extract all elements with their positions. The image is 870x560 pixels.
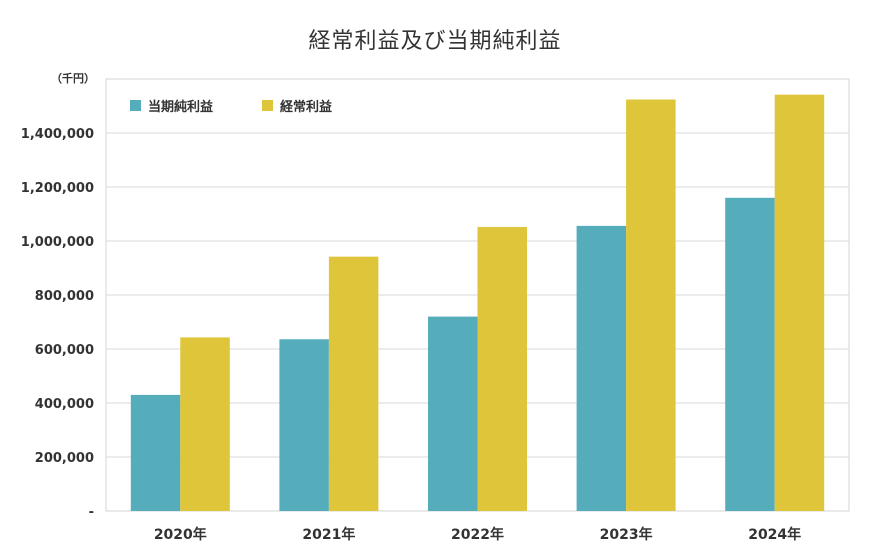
x-tick-label: 2020年 [154, 526, 207, 543]
legend-swatch [262, 100, 273, 111]
legend-label: 当期純利益 [148, 99, 213, 115]
bar-net-income-1 [279, 339, 329, 511]
y-tick-label: 1,000,000 [21, 235, 94, 250]
legend-label: 経常利益 [280, 99, 332, 115]
legend: 当期純利益 経常利益 [130, 99, 332, 115]
x-axis-ticks: 2020年 2021年 2022年 2023年 2024年 [154, 526, 801, 543]
chart-title: 経常利益及び当期純利益 [308, 29, 561, 54]
x-tick-label: 2024年 [748, 526, 801, 543]
y-tick-label: 200,000 [35, 451, 94, 466]
y-tick-label: 1,200,000 [21, 181, 94, 196]
bar-ordinary-profit-0 [180, 337, 230, 511]
x-tick-label: 2021年 [302, 526, 355, 543]
bar-ordinary-profit-4 [774, 94, 825, 511]
x-tick-label: 2022年 [451, 526, 504, 543]
gridlines [106, 132, 849, 458]
y-tick-label: - [89, 505, 94, 520]
x-tick-label: 2023年 [600, 526, 653, 543]
bar-net-income-0 [130, 394, 181, 511]
legend-swatch [130, 100, 141, 111]
bar-ordinary-profit-3 [626, 99, 676, 512]
y-tick-label: 400,000 [35, 397, 94, 412]
bar-net-income-2 [428, 316, 478, 511]
bars [130, 94, 825, 512]
bar-net-income-3 [576, 225, 627, 511]
y-tick-label: 1,400,000 [21, 127, 94, 142]
bar-ordinary-profit-2 [477, 226, 527, 511]
y-tick-label: 600,000 [35, 343, 94, 358]
y-tick-label: 800,000 [35, 289, 94, 304]
y-axis-ticks: - 200,000 400,000 600,000 800,000 1,000,000 1,… [21, 127, 94, 520]
bar-ordinary-profit-1 [328, 256, 379, 511]
y-axis-unit-label: （千円） [51, 71, 95, 85]
bar-net-income-4 [725, 197, 775, 512]
